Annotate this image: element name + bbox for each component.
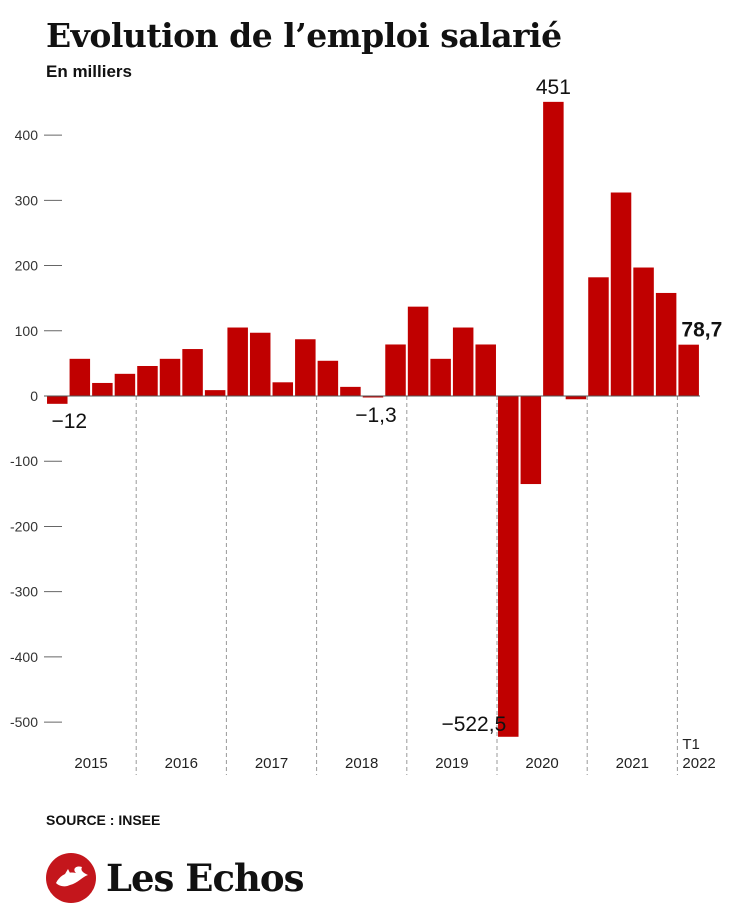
bar-2018-t4	[385, 344, 406, 396]
les-echos-mark-icon	[46, 853, 96, 903]
y-tick-label: -400	[10, 649, 38, 665]
bar-2018-t3	[362, 396, 384, 398]
source-note: SOURCE : INSEE	[46, 812, 161, 828]
data-label: 78,7	[681, 319, 722, 342]
y-tick-label: 300	[15, 192, 39, 208]
x-year-label: 2021	[616, 755, 649, 772]
bar-2019-t1	[407, 306, 429, 396]
x-year-label: 2015	[74, 755, 107, 772]
bar-2020-t1	[498, 396, 519, 737]
y-tick-label: 0	[30, 388, 38, 404]
bar-2019-t2	[430, 358, 451, 396]
bar-2016-t2	[159, 358, 181, 396]
x-year-label: 2022	[682, 755, 715, 772]
x-year-label: 2020	[525, 755, 558, 772]
y-tick-label: 200	[15, 258, 39, 274]
bar-2017-t1	[227, 327, 248, 396]
bar-2021-t3	[633, 267, 654, 396]
data-label: 451	[536, 76, 571, 99]
bar-2020-t3	[543, 101, 564, 397]
bar-2020-t2	[520, 396, 542, 485]
bar-2020-t4	[565, 396, 587, 400]
bar-2019-t4	[475, 344, 496, 396]
bar-chart: -500 -400 -300 -200 -100 0 100 200 300 400 −12 −1,3…	[10, 76, 722, 775]
bar-2015-t3	[92, 382, 113, 396]
y-tick-label: 400	[15, 127, 39, 143]
bar-2017-t4	[295, 339, 316, 396]
bar-2015-t2	[69, 358, 91, 396]
x-year-label: 2018	[345, 755, 378, 772]
brand-logo: Les Echos	[46, 850, 304, 906]
x-year-label: T1	[682, 736, 700, 753]
y-tick-label: -300	[10, 584, 38, 600]
y-tick-label: 100	[15, 323, 39, 339]
chart-subtitle: En milliers	[46, 62, 132, 81]
data-label: −12	[51, 410, 87, 433]
bar-2017-t3	[272, 382, 294, 396]
bar-2021-t4	[655, 292, 677, 396]
chart-title: Evolution de l’emploi salarié	[46, 16, 562, 55]
bar-2022-t1	[678, 344, 699, 396]
bar-2015-t1	[47, 396, 68, 404]
x-year-label: 2017	[255, 755, 288, 772]
data-label: −522,5	[441, 713, 506, 736]
bar-2016-t3	[182, 349, 203, 396]
bar-2021-t2	[610, 192, 632, 396]
data-label: −1,3	[355, 404, 396, 427]
y-tick-label: -500	[10, 714, 38, 730]
bar-2016-t4	[204, 390, 226, 396]
bar-2015-t4	[114, 373, 136, 396]
bar-2019-t3	[452, 327, 474, 396]
x-year-label: 2019	[435, 755, 468, 772]
y-tick-label: -100	[10, 453, 38, 469]
brand-name: Les Echos	[106, 856, 304, 900]
bar-2018-t2	[340, 386, 361, 396]
bar-2018-t1	[317, 360, 339, 396]
bar-2017-t2	[249, 332, 271, 396]
bar-2021-t1	[588, 277, 609, 396]
bar-2016-t1	[137, 365, 158, 396]
x-year-label: 2016	[165, 755, 198, 772]
y-tick-label: -200	[10, 518, 38, 534]
